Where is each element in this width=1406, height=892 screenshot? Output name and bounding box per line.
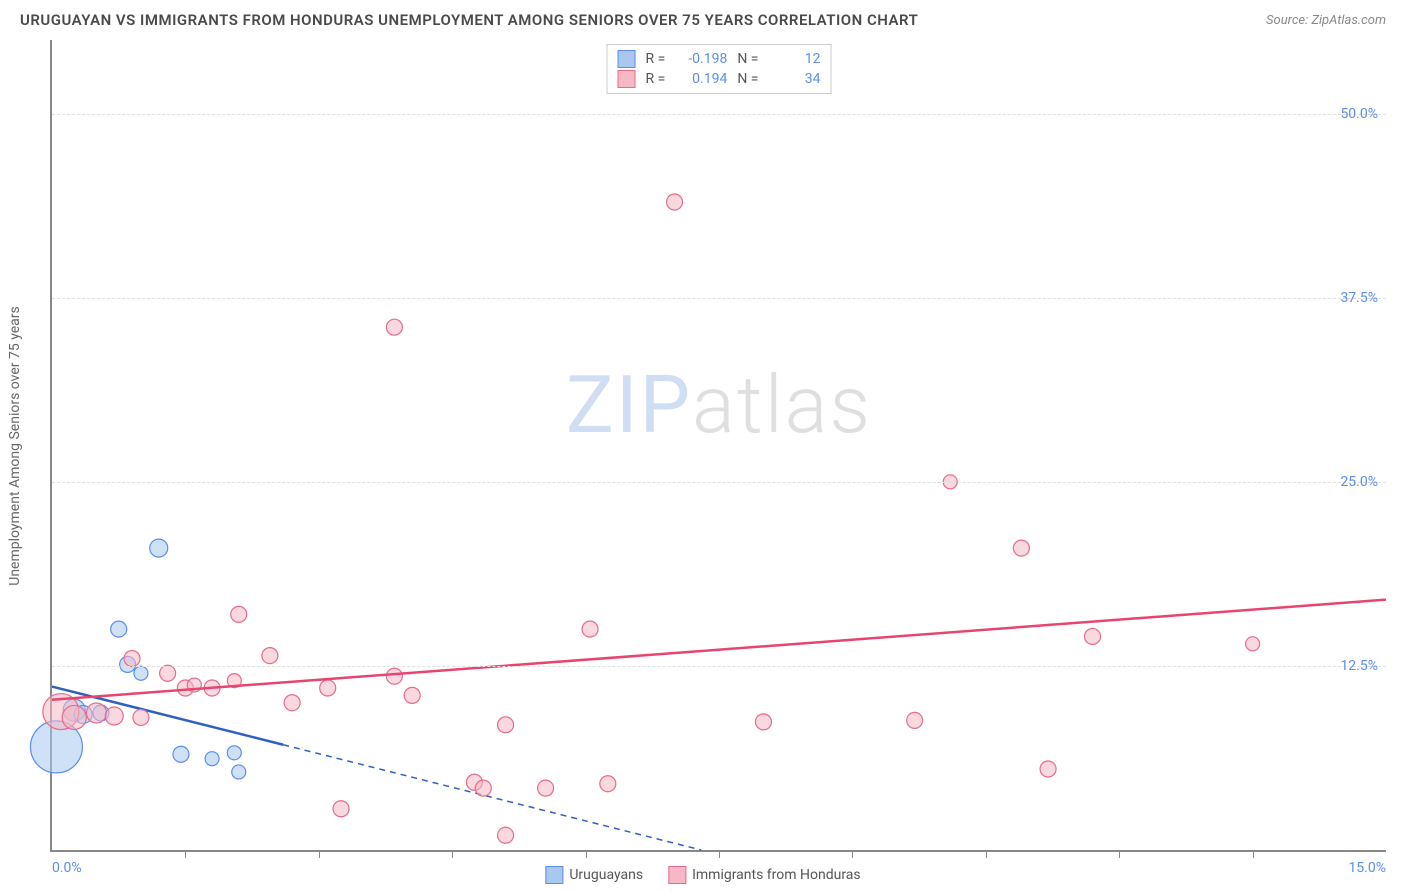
data-point bbox=[150, 539, 168, 557]
data-point bbox=[173, 746, 189, 762]
legend-item-0: Uruguayans bbox=[545, 866, 643, 884]
ytick-label: 50.0% bbox=[1340, 106, 1378, 122]
source-prefix: Source: bbox=[1266, 13, 1311, 28]
xtick-label: 0.0% bbox=[52, 860, 82, 876]
data-point bbox=[111, 621, 127, 637]
data-point bbox=[498, 717, 514, 733]
trend-line-solid bbox=[52, 600, 1386, 700]
data-point bbox=[404, 687, 420, 703]
legend-swatch-1 bbox=[668, 866, 686, 884]
data-point bbox=[1246, 637, 1260, 651]
data-point bbox=[907, 712, 923, 728]
xtick-mark bbox=[986, 850, 987, 858]
data-point bbox=[227, 746, 241, 760]
gridline bbox=[52, 482, 1386, 483]
y-axis-label: Unemployment Among Seniors over 75 years bbox=[7, 306, 23, 586]
xtick-mark bbox=[719, 850, 720, 858]
data-point bbox=[205, 752, 219, 766]
data-point bbox=[386, 668, 402, 684]
chart-plot-area: ZIPatlas R = -0.198 N = 12 R = 0.194 N =… bbox=[50, 40, 1386, 852]
data-point bbox=[124, 651, 140, 667]
data-point bbox=[755, 714, 771, 730]
xtick-mark bbox=[1119, 850, 1120, 858]
data-point bbox=[284, 695, 300, 711]
chart-header: URUGUAYAN VS IMMIGRANTS FROM HONDURAS UN… bbox=[0, 0, 1406, 40]
data-point bbox=[160, 665, 176, 681]
data-point bbox=[1040, 761, 1056, 777]
data-point bbox=[1013, 540, 1029, 556]
data-point bbox=[320, 680, 336, 696]
data-point bbox=[538, 780, 554, 796]
xtick-mark bbox=[1253, 850, 1254, 858]
data-point bbox=[582, 621, 598, 637]
data-point bbox=[475, 780, 491, 796]
data-point bbox=[333, 801, 349, 817]
source-attribution: Source: ZipAtlas.com bbox=[1266, 13, 1386, 28]
xtick-label: 15.0% bbox=[1348, 860, 1386, 876]
xtick-mark bbox=[586, 850, 587, 858]
xtick-mark bbox=[319, 850, 320, 858]
legend-item-1: Immigrants from Honduras bbox=[668, 866, 861, 884]
trend-line-dashed bbox=[283, 745, 701, 850]
data-point bbox=[62, 705, 86, 729]
data-point bbox=[232, 765, 246, 779]
ytick-label: 12.5% bbox=[1340, 658, 1378, 674]
source-name: ZipAtlas.com bbox=[1311, 13, 1386, 28]
data-point bbox=[386, 319, 402, 335]
xtick-mark bbox=[452, 850, 453, 858]
legend-swatch-0 bbox=[545, 866, 563, 884]
data-point bbox=[498, 827, 514, 843]
data-point bbox=[600, 776, 616, 792]
data-point bbox=[231, 606, 247, 622]
ytick-label: 37.5% bbox=[1340, 290, 1378, 306]
chart-title: URUGUAYAN VS IMMIGRANTS FROM HONDURAS UN… bbox=[20, 11, 918, 29]
data-point bbox=[1085, 628, 1101, 644]
data-point bbox=[134, 666, 148, 680]
data-point bbox=[133, 709, 149, 725]
xtick-mark bbox=[185, 850, 186, 858]
data-point bbox=[105, 707, 123, 725]
gridline bbox=[52, 114, 1386, 115]
ytick-label: 25.0% bbox=[1340, 474, 1378, 490]
legend-label-1: Immigrants from Honduras bbox=[692, 867, 861, 883]
data-point bbox=[667, 194, 683, 210]
data-point bbox=[86, 703, 106, 723]
gridline bbox=[52, 666, 1386, 667]
data-point bbox=[262, 648, 278, 664]
xtick-mark bbox=[852, 850, 853, 858]
gridline bbox=[52, 298, 1386, 299]
legend-label-0: Uruguayans bbox=[569, 867, 643, 883]
scatter-svg bbox=[52, 40, 1386, 850]
series-legend: Uruguayans Immigrants from Honduras bbox=[545, 866, 860, 884]
